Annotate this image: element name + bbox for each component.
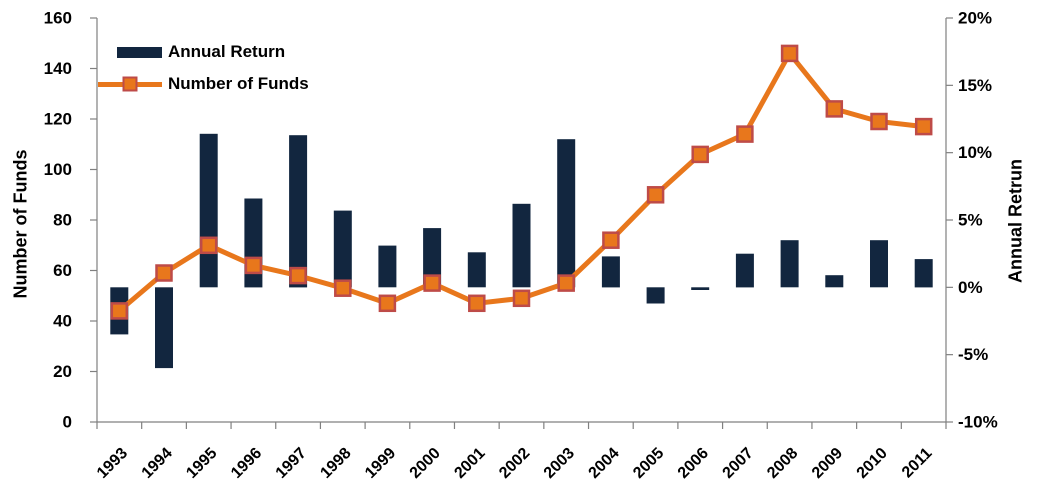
left-axis-tick-label: 60 <box>53 261 72 280</box>
bar-2006 <box>691 287 710 290</box>
x-axis-label-1995: 1995 <box>183 445 220 482</box>
bar-2005 <box>646 287 665 304</box>
x-axis-label-2009: 2009 <box>809 445 846 482</box>
bar-2002 <box>512 203 531 288</box>
left-axis-tick-label: 40 <box>53 312 72 331</box>
bar-2003 <box>557 139 576 288</box>
x-axis-label-2005: 2005 <box>630 445 667 482</box>
x-axis-label-2008: 2008 <box>764 445 801 482</box>
funds-marker-2005 <box>646 186 665 204</box>
x-axis-label-2003: 2003 <box>541 445 578 482</box>
x-axis-label-2007: 2007 <box>720 445 757 482</box>
legend: Annual Return Number of Funds <box>98 41 309 95</box>
funds-marker-1998 <box>334 279 352 297</box>
x-axis-label-1996: 1996 <box>228 445 265 482</box>
legend-item-number-of-funds: Number of Funds <box>98 73 309 95</box>
funds-marker-2001 <box>468 294 486 313</box>
funds-marker-2007 <box>736 125 754 143</box>
funds-marker-2009 <box>825 100 844 118</box>
funds-marker-2011 <box>914 117 933 136</box>
bar-1995 <box>199 133 218 288</box>
left-axis-title: Number of Funds <box>10 149 31 299</box>
left-axis-tick-label: 140 <box>44 59 72 78</box>
funds-marker-1999 <box>378 294 397 313</box>
left-axis-tick-label: 120 <box>44 110 72 129</box>
bar-1994 <box>155 287 173 369</box>
x-axis-label-2011: 2011 <box>899 445 936 482</box>
x-axis-label-1998: 1998 <box>317 445 354 482</box>
bar-1998 <box>333 210 352 288</box>
left-axis-tick-label: 160 <box>44 9 72 28</box>
right-axis-tick-label: -5% <box>958 345 988 364</box>
right-axis-tick-label: 0% <box>958 278 983 297</box>
right-axis-tick-label: 5% <box>958 211 983 230</box>
bar-swatch-icon <box>117 46 162 58</box>
bar-2000 <box>423 228 442 288</box>
right-axis-tick-label: 20% <box>958 9 992 28</box>
left-axis-tick-label: 0 <box>63 413 72 432</box>
legend-swatch-area <box>98 46 164 58</box>
funds-marker-1993 <box>110 302 129 320</box>
bar-1997 <box>289 135 308 288</box>
left-axis-tick-label: 20 <box>53 362 72 381</box>
left-axis-tick-label: 100 <box>44 160 72 179</box>
left-axis-tick-label: 80 <box>53 211 72 230</box>
funds-marker-2004 <box>602 231 620 249</box>
legend-label-number-of-funds: Number of Funds <box>168 74 309 93</box>
right-axis-title: Annual Retrun <box>1005 159 1026 283</box>
line-swatch-icon <box>98 76 162 92</box>
bar-1999 <box>378 245 397 288</box>
funds-marker-2006 <box>691 145 709 164</box>
x-axis-label-2001: 2001 <box>451 445 488 482</box>
funds-marker-2000 <box>423 274 441 292</box>
funds-marker-2003 <box>557 274 575 292</box>
x-axis-label-2000: 2000 <box>407 445 444 482</box>
funds-marker-2008 <box>780 44 799 63</box>
x-axis-label-2002: 2002 <box>496 445 533 482</box>
funds-marker-1996 <box>244 256 263 275</box>
bar-2004 <box>601 256 620 288</box>
right-axis-tick-label: 15% <box>958 76 992 95</box>
x-axis-label-2006: 2006 <box>675 445 712 482</box>
x-axis-label-1999: 1999 <box>362 445 399 482</box>
x-axis-label-1994: 1994 <box>139 445 176 482</box>
funds-marker-1997 <box>289 266 307 285</box>
right-axis-tick-label: -10% <box>958 413 998 432</box>
bar-2010 <box>870 240 888 288</box>
x-axis-label-2004: 2004 <box>586 445 623 482</box>
x-axis-label-1997: 1997 <box>273 445 310 482</box>
funds-marker-1995 <box>199 236 218 255</box>
legend-item-annual-return: Annual Return <box>98 41 309 63</box>
x-axis-label-1993: 1993 <box>94 445 131 482</box>
bar-2009 <box>825 275 844 288</box>
right-axis-tick-label: 10% <box>958 143 992 162</box>
funds-marker-1994 <box>155 264 173 282</box>
legend-swatch-area <box>98 76 164 92</box>
bar-2011 <box>914 259 933 288</box>
bar-2008 <box>780 240 799 288</box>
legend-label-annual-return: Annual Return <box>168 42 286 61</box>
line-marker-swatch-icon <box>122 76 138 92</box>
x-axis-label-2010: 2010 <box>854 445 891 482</box>
funds-marker-2002 <box>512 289 531 308</box>
bar-2007 <box>735 253 754 288</box>
funds-marker-2010 <box>870 112 888 131</box>
bar-2001 <box>467 252 486 288</box>
